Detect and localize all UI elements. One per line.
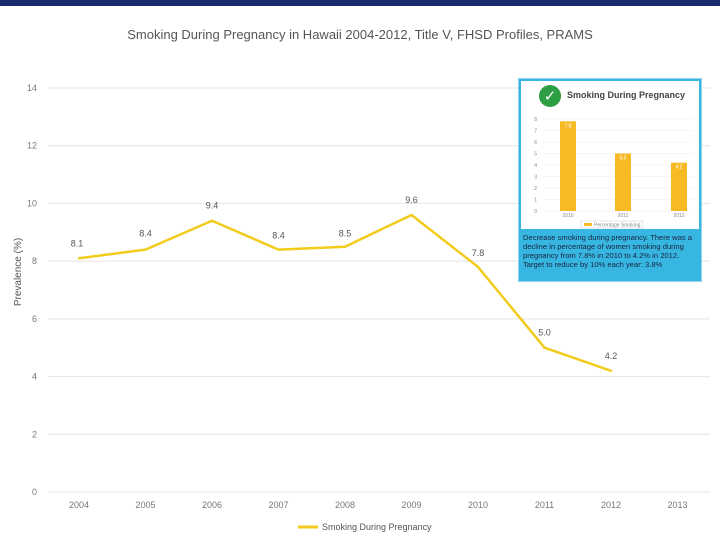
x-tick-label: 2011: [535, 500, 554, 510]
inset-plot-area: 0 1 2 3 4 5 6 7 8 7.8 5.0 4.2 2010 2011 2012 Percent…: [521, 111, 699, 229]
data-label: 7.8: [472, 248, 485, 258]
inset-y-tick-label: 0: [534, 209, 537, 215]
inset-y-tick-label: 2: [534, 186, 537, 192]
inset-x-tick-label: 2012: [673, 213, 684, 219]
inset-chart-title: Smoking During Pregnancy: [567, 90, 686, 100]
x-tick-label: 2008: [335, 500, 355, 510]
data-label: 9.6: [405, 195, 418, 205]
data-label: 8.4: [139, 229, 152, 239]
inset-x-tick-label: 2011: [618, 213, 629, 219]
inset-y-tick-labels: 0 1 2 3 4 5 6 7 8: [534, 117, 537, 215]
x-tick-label: 2004: [69, 500, 89, 510]
y-tick-label: 12: [27, 141, 37, 151]
legend-label: Smoking During Pregnancy: [322, 522, 432, 532]
data-label: 8.4: [272, 231, 285, 241]
series-line: [77, 213, 613, 373]
x-tick-label: 2005: [135, 500, 155, 510]
check-circle-icon: ✓: [539, 85, 561, 107]
y-tick-label: 0: [32, 487, 37, 497]
inset-y-tick-label: 4: [534, 163, 537, 169]
inset-bar-label: 5.0: [620, 156, 627, 162]
x-tick-label: 2012: [601, 500, 621, 510]
x-tick-labels: 2004 2005 2006 2007 2008 2009 2010 2011 2012 2013: [69, 500, 688, 510]
inset-y-tick-label: 5: [534, 152, 537, 158]
inset-legend: Percentage Smoking: [580, 220, 644, 229]
inset-x-tick-labels: 2010 2011 2012: [562, 213, 684, 219]
y-tick-label: 10: [27, 198, 37, 208]
inset-bar-label: 7.8: [565, 123, 572, 129]
inset-panel: ✓ Smoking During Pregnancy 0 1 2 3 4 5 6 7 8 7.8…: [518, 78, 702, 282]
y-tick-label: 6: [32, 314, 37, 324]
chart-title: Smoking During Pregnancy in Hawaii 2004-…: [127, 27, 593, 42]
x-tick-label: 2013: [667, 500, 687, 510]
data-label: 4.2: [605, 351, 618, 361]
inset-bar-label: 4.2: [676, 165, 683, 171]
x-tick-label: 2010: [468, 500, 488, 510]
y-tick-label: 14: [27, 83, 37, 93]
x-tick-label: 2006: [202, 500, 222, 510]
inset-y-tick-label: 6: [534, 140, 537, 146]
inset-y-tick-label: 3: [534, 175, 537, 181]
y-tick-label: 8: [32, 256, 37, 266]
legend: Smoking During Pregnancy: [298, 522, 432, 532]
inset-header: ✓ Smoking During Pregnancy: [521, 81, 699, 111]
data-labels: 8.1 8.4 9.4 8.4 8.5 9.6 7.8 5.0 4.2: [71, 195, 618, 361]
inset-y-tick-label: 7: [534, 129, 537, 135]
x-tick-label: 2007: [268, 500, 288, 510]
y-axis-title: Prevalence (%): [13, 238, 24, 306]
y-tick-label: 2: [32, 429, 37, 439]
inset-bar-chart: 0 1 2 3 4 5 6 7 8 7.8 5.0 4.2 2010 2011 2012 Percent…: [534, 117, 693, 229]
data-label: 5.0: [538, 328, 551, 338]
inset-bars: 7.8 5.0 4.2: [560, 121, 687, 211]
inset-legend-swatch: [584, 223, 592, 226]
inset-legend-label: Percentage Smoking: [594, 223, 641, 229]
inset-bar: [560, 121, 576, 211]
inset-bar: [671, 162, 687, 211]
inset-x-tick-label: 2010: [562, 213, 573, 219]
data-label: 8.5: [339, 229, 352, 239]
inset-bar: [615, 153, 631, 211]
x-tick-label: 2009: [401, 500, 421, 510]
data-label: 9.4: [206, 201, 219, 211]
y-tick-labels: 0 2 4 6 8 10 12 14: [27, 83, 37, 497]
inset-legend-box: [580, 220, 644, 229]
top-band: [0, 0, 720, 6]
inset-y-tick-label: 8: [534, 117, 537, 123]
y-tick-label: 4: [32, 372, 37, 382]
data-label: 8.1: [71, 238, 84, 248]
inset-description: Decrease smoking during pregnancy. There…: [523, 233, 692, 269]
inset-y-tick-label: 1: [534, 198, 537, 204]
